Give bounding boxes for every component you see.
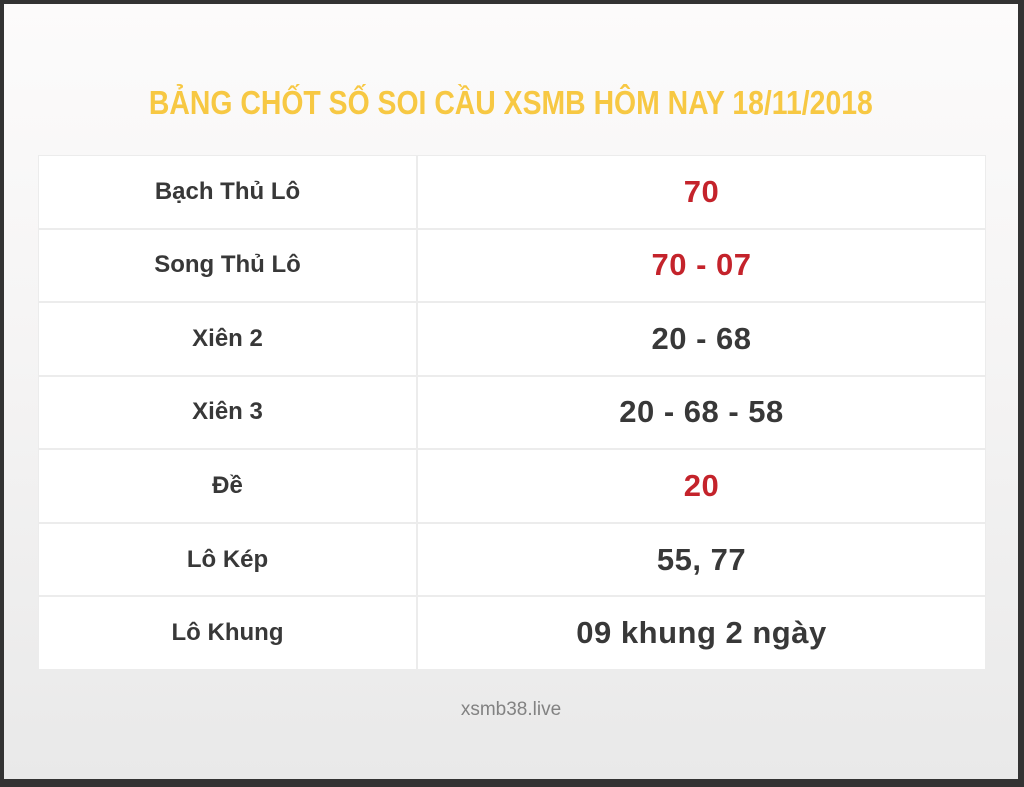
row-value: 55, 77 [418, 523, 985, 596]
row-value: 70 - 07 [418, 229, 985, 302]
row-label: Song Thủ Lô [39, 229, 416, 302]
row-label: Lô Kép [39, 523, 416, 596]
prediction-table: Bạch Thủ Lô 70 Song Thủ Lô 70 - 07 Xiên 2 20 … [38, 155, 986, 670]
row-label: Đề [39, 450, 416, 522]
row-label: Bạch Thủ Lô [39, 156, 416, 228]
row-value: 20 - 68 - 58 [418, 376, 985, 449]
page-title: BẢNG CHỐT SỐ SOI CẦU XSMB HÔM NAY 18/11/… [4, 82, 1018, 124]
row-value: 20 - 68 [418, 303, 985, 375]
page-title-text: BẢNG CHỐT SỐ SOI CẦU XSMB HÔM NAY 18/11/… [149, 84, 873, 121]
row-value: 09 khung 2 ngày [418, 597, 985, 669]
site-watermark: xsmb38.live [460, 699, 562, 720]
row-label: Xiên 3 [39, 376, 416, 449]
row-value: 70 [418, 156, 985, 228]
row-label: Xiên 2 [39, 303, 416, 375]
row-value: 20 [418, 450, 985, 522]
row-label: Lô Khung [39, 597, 416, 669]
